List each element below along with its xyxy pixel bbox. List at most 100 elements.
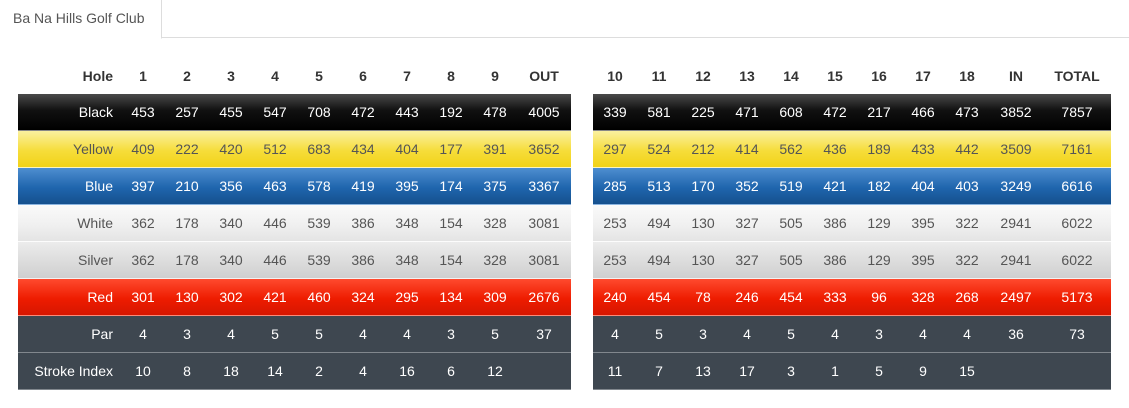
tee-label: Stroke Index	[34, 362, 113, 379]
score-cell: 246	[735, 288, 759, 305]
score-cell: 466	[911, 103, 935, 120]
hole-number: 1	[139, 68, 147, 84]
score-cell: 182	[867, 177, 891, 194]
back-row-silver: 253 494 130 327 505 386 129 395 322 2941 6022	[593, 242, 1111, 279]
score-cell: 154	[439, 214, 463, 231]
score-cell: 5	[655, 325, 663, 342]
score-cell: 154	[439, 251, 463, 268]
hole-number: 12	[695, 68, 711, 84]
score-cell: 4	[359, 325, 367, 342]
hole-number: OUT	[529, 68, 559, 84]
score-cell: 471	[735, 103, 759, 120]
score-cell: 505	[779, 214, 803, 231]
score-cell: 443	[395, 103, 419, 120]
score-cell: 6	[447, 362, 455, 379]
score-cell: 473	[955, 103, 979, 120]
score-cell: 409	[131, 140, 155, 157]
score-cell: 348	[395, 214, 419, 231]
tab-ba-na-hills-golf-club[interactable]: Ba Na Hills Golf Club	[0, 0, 162, 39]
score-cell: 3	[699, 325, 707, 342]
back-row-red: 240 454 78 246 454 333 96 328 268 2497 5173	[593, 279, 1111, 316]
score-cell: 130	[691, 251, 715, 268]
hole-number: 10	[607, 68, 623, 84]
front-row-yellow: Yellow 409 222 420 512 683 434 404 177 391 3652	[18, 131, 571, 168]
score-cell: 434	[351, 140, 375, 157]
score-cell: 478	[483, 103, 507, 120]
score-cell: 309	[483, 288, 507, 305]
score-cell: 348	[395, 251, 419, 268]
score-cell: 178	[175, 214, 199, 231]
score-cell: 3	[183, 325, 191, 342]
score-cell: 352	[735, 177, 759, 194]
score-cell: 356	[219, 177, 243, 194]
score-cell: 463	[263, 177, 287, 194]
hole-number: 18	[959, 68, 975, 84]
score-cell: 3	[447, 325, 455, 342]
tab-bar: Ba Na Hills Golf Club	[0, 0, 1129, 39]
score-cell: 240	[603, 288, 627, 305]
score-cell: 5	[271, 325, 279, 342]
score-cell: 578	[307, 177, 331, 194]
score-cell: 174	[439, 177, 463, 194]
score-cell: 268	[955, 288, 979, 305]
score-cell: 8	[183, 362, 191, 379]
score-cell: 454	[779, 288, 803, 305]
score-cell: 36	[1008, 325, 1024, 342]
hole-number: 9	[491, 68, 499, 84]
back-row-white: 253 494 130 327 505 386 129 395 322 2941 6022	[593, 205, 1111, 242]
score-cell: 189	[867, 140, 891, 157]
score-cell: 404	[911, 177, 935, 194]
score-cell: 328	[911, 288, 935, 305]
score-cell: 362	[131, 251, 155, 268]
score-cell: 460	[307, 288, 331, 305]
score-cell: 170	[691, 177, 715, 194]
score-cell: 7	[655, 362, 663, 379]
score-cell: 253	[603, 251, 627, 268]
score-cell: 4	[963, 325, 971, 342]
score-cell: 4	[919, 325, 927, 342]
score-cell: 421	[263, 288, 287, 305]
score-cell: 386	[351, 251, 375, 268]
score-cell: 130	[175, 288, 199, 305]
score-cell: 4	[403, 325, 411, 342]
score-cell: 386	[823, 251, 847, 268]
score-cell: 13	[695, 362, 711, 379]
score-cell: 78	[695, 288, 711, 305]
back-row-si: 11 7 13 17 3 1 5 9 15	[593, 353, 1111, 390]
score-cell: 129	[867, 214, 891, 231]
score-cell: 404	[395, 140, 419, 157]
score-cell: 3367	[528, 177, 560, 194]
score-cell: 1	[831, 362, 839, 379]
back-row-blue: 285 513 170 352 519 421 182 404 403 3249 6616	[593, 168, 1111, 205]
score-cell: 285	[603, 177, 627, 194]
hole-label: Hole	[82, 68, 113, 84]
score-cell: 4	[227, 325, 235, 342]
score-cell: 14	[267, 362, 283, 379]
score-cell: 2	[315, 362, 323, 379]
score-cell: 3	[875, 325, 883, 342]
score-cell: 419	[351, 177, 375, 194]
score-cell: 3081	[528, 251, 560, 268]
tee-label: Silver	[77, 251, 113, 268]
scorecard-back-nine: 10 11 12 13 14 15 16 17 18 IN TOTAL 339 581 225 471 608…	[593, 58, 1111, 390]
score-cell: 3	[787, 362, 795, 379]
score-cell: 421	[823, 177, 847, 194]
score-cell: 414	[735, 140, 759, 157]
score-cell: 512	[263, 140, 287, 157]
score-cell: 302	[219, 288, 243, 305]
score-cell: 7857	[1061, 103, 1093, 120]
score-cell: 494	[647, 214, 671, 231]
score-cell: 2941	[1000, 251, 1032, 268]
score-cell: 391	[483, 140, 507, 157]
score-cell: 257	[175, 103, 199, 120]
score-cell: 436	[823, 140, 847, 157]
score-cell: 386	[351, 214, 375, 231]
front-row-si: Stroke Index 10 8 18 14 2 4 16 6 12	[18, 353, 571, 390]
score-cell: 608	[779, 103, 803, 120]
score-cell: 333	[823, 288, 847, 305]
score-cell: 3652	[528, 140, 560, 157]
score-cell: 3852	[1000, 103, 1032, 120]
back-row-black: 339 581 225 471 608 472 217 466 473 3852 7857	[593, 94, 1111, 131]
score-cell: 420	[219, 140, 243, 157]
score-cell: 73	[1069, 325, 1085, 342]
